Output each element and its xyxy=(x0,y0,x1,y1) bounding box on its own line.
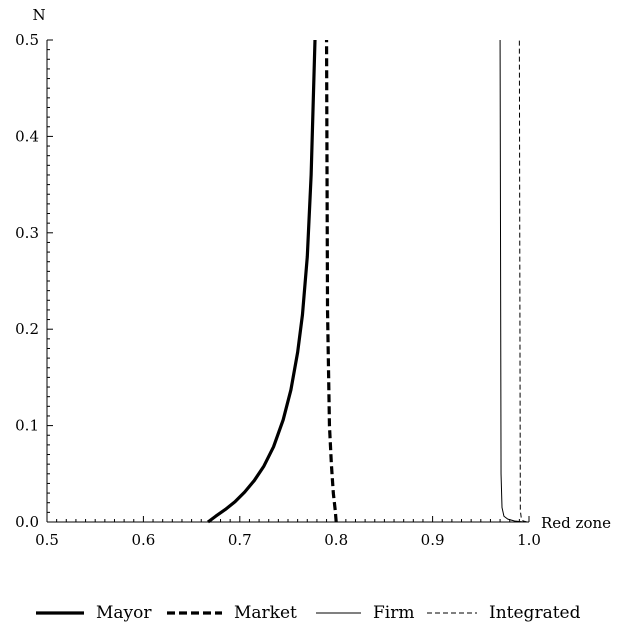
x-tick-label: 1.0 xyxy=(517,531,541,549)
y-tick-label: 0.4 xyxy=(15,127,39,145)
x-tick-label: 0.8 xyxy=(324,531,348,549)
series-line-market xyxy=(324,39,338,523)
x-ticks: 0.5 0.6 0.7 0.8 0.9 1.0 xyxy=(35,516,541,549)
series-line-mayor xyxy=(207,39,317,524)
legend-label-mayor: Mayor xyxy=(96,603,152,623)
x-tick-label: 0.7 xyxy=(228,531,252,549)
legend-label-firm: Firm xyxy=(373,603,414,623)
y-tick-label: 0.5 xyxy=(15,31,39,49)
x-axis-title: Red zone xyxy=(541,514,611,532)
x-tick-label: 0.5 xyxy=(35,531,59,549)
y-tick-label: 0.1 xyxy=(15,417,39,435)
legend-label-integrated: Integrated xyxy=(489,603,581,623)
legend-label-market: Market xyxy=(234,603,297,623)
y-tick-label: 0.0 xyxy=(15,513,39,531)
y-tick-label: 0.3 xyxy=(15,224,39,242)
series-line-firm xyxy=(499,39,525,523)
series-line-integrated xyxy=(518,39,528,523)
y-tick-label: 0.2 xyxy=(15,320,39,338)
legend: Mayor Market Firm Integrated xyxy=(36,603,581,623)
x-tick-label: 0.6 xyxy=(131,531,155,549)
series-layer xyxy=(207,39,528,524)
x-tick-label: 0.9 xyxy=(421,531,445,549)
y-ticks: 0.0 0.1 0.2 0.3 0.4 0.5 xyxy=(15,31,53,531)
axes: 0.5 0.6 0.7 0.8 0.9 1.0 0.0 0.1 0.2 0.3 0.4 0.5 Re… xyxy=(15,6,611,549)
y-axis-title: N xyxy=(32,6,45,24)
